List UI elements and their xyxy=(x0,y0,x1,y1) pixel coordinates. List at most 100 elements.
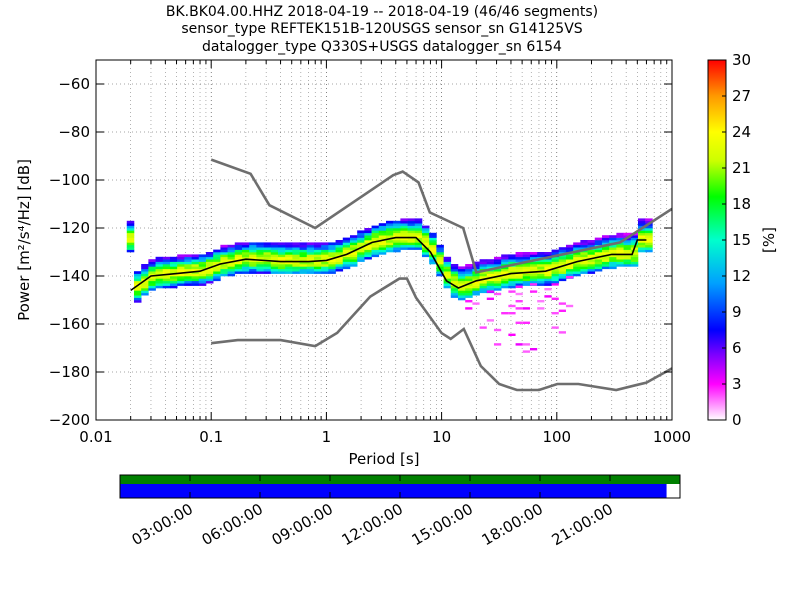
psd-cell xyxy=(191,271,200,274)
psd-cell xyxy=(364,247,372,250)
psd-cell xyxy=(414,218,423,222)
psd-cell xyxy=(529,290,538,293)
psd-cell xyxy=(234,264,243,267)
psd-cell xyxy=(421,230,430,234)
psd-cell xyxy=(133,271,142,274)
psd-cell xyxy=(184,261,192,265)
psd-cell xyxy=(191,266,200,270)
psd-cell xyxy=(623,232,632,236)
psd-cell xyxy=(580,261,588,265)
psd-cell xyxy=(486,278,495,282)
psd-cell xyxy=(522,283,531,286)
psd-cell xyxy=(436,254,444,258)
psd-cell xyxy=(141,273,149,277)
psd-cell xyxy=(537,307,545,310)
psd-cell xyxy=(321,249,329,253)
psd-cell xyxy=(184,266,192,270)
psd-cell xyxy=(177,283,185,286)
psd-cell xyxy=(616,259,624,262)
psd-cell xyxy=(436,259,444,262)
psd-cell xyxy=(436,256,444,260)
psd-cell xyxy=(616,237,624,241)
psd-cell xyxy=(450,295,459,298)
psd-cell xyxy=(601,252,610,255)
psd-cell xyxy=(277,271,286,274)
psd-cell xyxy=(407,232,416,236)
psd-cell xyxy=(306,259,315,262)
psd-cell xyxy=(198,254,207,258)
psd-cell xyxy=(313,244,322,248)
psd-cell xyxy=(141,290,149,294)
psd-cell xyxy=(515,259,524,262)
psd-cell xyxy=(191,276,200,279)
psd-cell xyxy=(493,256,502,260)
psd-cell xyxy=(205,273,214,277)
psd-cell xyxy=(220,247,228,250)
psd-cell xyxy=(349,237,358,241)
psd-cell xyxy=(292,254,300,258)
psd-cell xyxy=(565,249,574,253)
psd-cell xyxy=(277,252,286,255)
psd-cell xyxy=(342,256,351,260)
psd-cell xyxy=(213,271,221,274)
psd-cell xyxy=(148,288,156,291)
psd-cell xyxy=(270,264,279,267)
psd-cell xyxy=(637,223,646,226)
psd-cell xyxy=(465,307,473,310)
psd-cell xyxy=(558,302,566,305)
psd-cell xyxy=(371,232,380,236)
psd-cell xyxy=(321,268,329,272)
psd-cell xyxy=(601,240,610,243)
psd-cell xyxy=(227,271,236,274)
psd-cell xyxy=(148,271,156,274)
psd-cell xyxy=(601,237,610,241)
psd-cell xyxy=(465,295,473,298)
psd-cell xyxy=(594,268,603,272)
psd-cell xyxy=(126,220,135,224)
psd-cell xyxy=(457,280,466,284)
psd-cell xyxy=(616,232,624,236)
psd-cell xyxy=(616,256,624,260)
psd-cell xyxy=(249,266,257,270)
psd-cell xyxy=(306,252,315,255)
psd-cell xyxy=(191,283,200,286)
psd-cell xyxy=(407,235,416,238)
psd-cell xyxy=(429,249,437,253)
psd-cell xyxy=(227,247,236,250)
psd-cell xyxy=(522,266,531,270)
psd-cell xyxy=(155,280,164,284)
psd-cell xyxy=(537,259,545,262)
psd-cell xyxy=(436,249,444,253)
psd-cell xyxy=(558,259,567,262)
psd-cell xyxy=(148,276,156,279)
psd-cell xyxy=(414,225,423,229)
psd-cell xyxy=(342,261,351,265)
colorbar-tick-label: 0 xyxy=(732,411,742,429)
psd-cell xyxy=(321,266,329,270)
psd-cell xyxy=(292,244,300,248)
psd-cell xyxy=(321,256,329,260)
psd-cell xyxy=(645,225,653,229)
psd-cell xyxy=(270,249,279,253)
psd-cell xyxy=(162,264,171,267)
colorbar-ticks: 0 3 6 9 12 15 18 21 24 27 30 xyxy=(722,51,751,429)
time-tick-label: 18:00:00 xyxy=(479,500,546,549)
psd-cell xyxy=(407,230,416,234)
psd-cell xyxy=(213,273,221,277)
psd-cell xyxy=(501,261,509,265)
psd-cell xyxy=(155,266,164,270)
psd-cell xyxy=(508,283,516,286)
psd-cell xyxy=(306,264,315,267)
psd-cell xyxy=(529,268,538,272)
psd-cell xyxy=(443,283,452,286)
psd-cell xyxy=(169,278,178,282)
psd-cell xyxy=(414,230,423,234)
psd-cell xyxy=(342,237,351,241)
psd-cell xyxy=(126,230,135,234)
psd-cell xyxy=(270,254,279,258)
psd-cell xyxy=(191,261,200,265)
psd-cell xyxy=(544,264,552,267)
psd-cell xyxy=(407,242,416,246)
psd-cell xyxy=(457,266,466,270)
psd-cell xyxy=(414,242,423,246)
